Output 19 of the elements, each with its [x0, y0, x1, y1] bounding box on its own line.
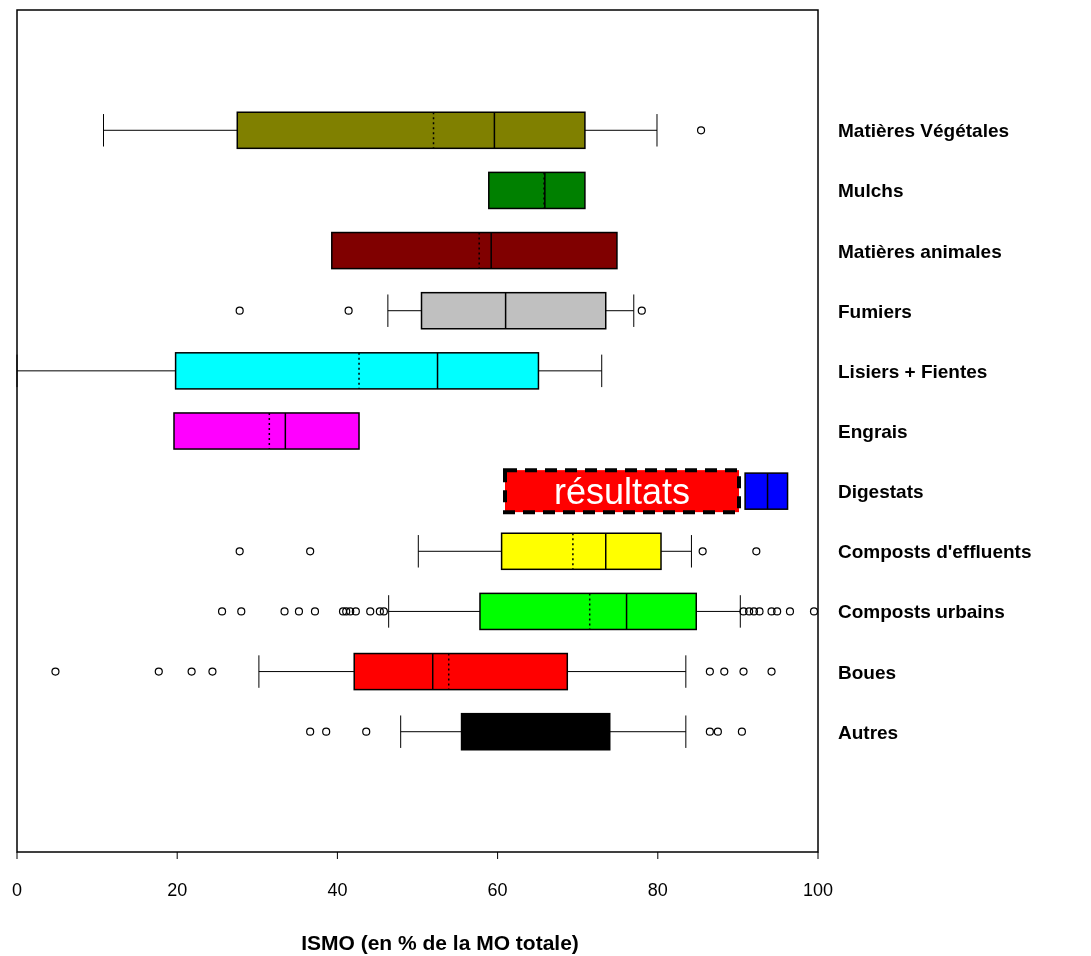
x-tick-label: 20: [167, 880, 188, 900]
x-tick-label: 60: [487, 880, 508, 900]
annotation: résultats: [553, 471, 691, 513]
x-tick-label: 40: [327, 880, 348, 900]
y-tick-label: Composts urbains: [838, 601, 1005, 623]
y-tick-label: Engrais: [838, 421, 908, 442]
y-tick-label: Matières animales: [838, 240, 1002, 262]
y-tick-label: Autres: [838, 721, 899, 743]
y-tick-label: Matières Végétales: [838, 120, 1010, 142]
x-axis-title: ISMO (en % de la MO totale): [301, 931, 579, 954]
y-tick-label: Mulchs: [838, 180, 904, 202]
y-tick-label: Digestats: [838, 481, 924, 503]
y-tick-label: Composts d'effluents: [838, 541, 1032, 563]
y-tick-label: Fumiers: [838, 300, 912, 322]
x-tick-label: 80: [647, 880, 668, 900]
y-tick-label: Lisiers + Fientes: [838, 360, 988, 382]
y-tick-label: Boues: [838, 661, 897, 683]
x-tick-label: 100: [802, 880, 834, 900]
x-tick-label: 0: [11, 880, 23, 900]
